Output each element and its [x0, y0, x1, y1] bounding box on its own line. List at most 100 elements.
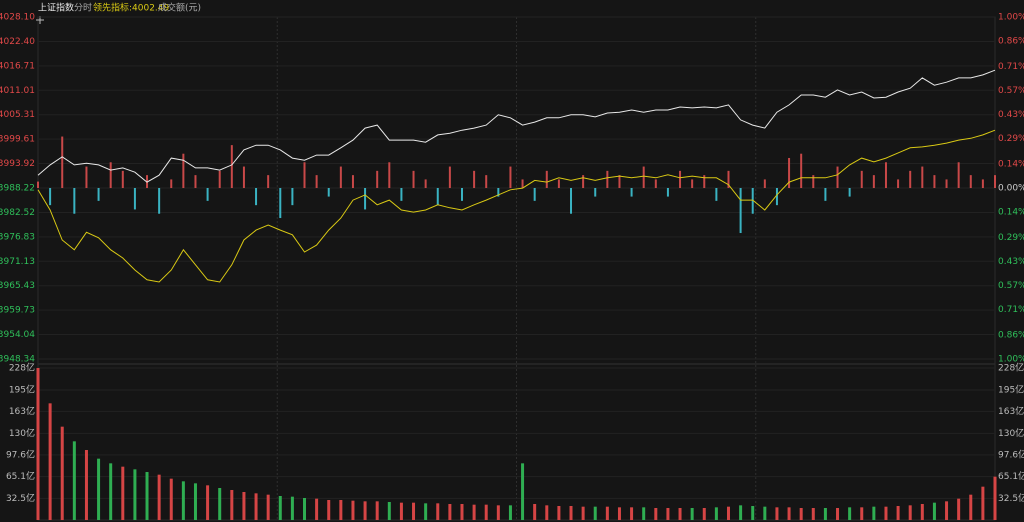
y-tick-label: 97.6亿 — [6, 448, 35, 460]
volume-bar — [690, 508, 694, 520]
strength-bar — [545, 170, 548, 188]
volume-bar — [654, 508, 658, 520]
y-tick-label: 3965.43 — [0, 281, 35, 291]
volume-bar — [242, 492, 246, 520]
strength-bar — [61, 136, 64, 188]
strength-bar — [279, 188, 282, 219]
strength-bar — [800, 153, 803, 188]
volume-bar — [133, 469, 137, 520]
volume-bar — [787, 507, 791, 520]
strength-bar — [860, 170, 863, 188]
strength-bar — [509, 166, 512, 188]
y-tick-label: 3976.83 — [0, 232, 35, 242]
price-line — [37, 129, 996, 283]
y2-tick-label: 0.71% — [998, 62, 1024, 72]
volume-bar — [181, 481, 185, 520]
volume-bar — [436, 503, 440, 520]
volume-bar — [412, 502, 416, 520]
index-name: 上证指数 — [38, 2, 74, 14]
volume-bar — [533, 504, 537, 520]
strength-bar — [606, 170, 609, 188]
y-tick-label: 228亿 — [9, 362, 35, 374]
volume-title: 成交额(元) — [158, 2, 201, 14]
volume-bar — [303, 498, 307, 520]
strength-bar — [969, 175, 972, 188]
strength-bar — [945, 179, 948, 188]
volume-bar — [569, 506, 573, 520]
strength-bar — [848, 188, 851, 197]
strength-bar — [642, 166, 645, 188]
y-tick-label: 130亿 — [9, 427, 35, 439]
strength-bar — [303, 162, 306, 188]
volume-bar — [617, 507, 621, 520]
volume-bar — [908, 505, 912, 520]
strength-bar — [412, 170, 415, 188]
y2-tick-label: 0.00% — [998, 184, 1024, 194]
y2-tick-label: 0.71% — [998, 305, 1024, 315]
strength-bar — [49, 188, 52, 206]
strength-bar — [570, 188, 573, 214]
strength-bar — [242, 166, 245, 188]
y-tick-label: 65.1亿 — [6, 470, 35, 482]
y2-tick-label: 65.1亿 — [998, 470, 1024, 482]
strength-bar — [727, 170, 730, 188]
volume-bar — [884, 506, 888, 520]
y2-tick-label: 0.43% — [998, 110, 1024, 120]
volume-bar — [496, 505, 500, 520]
y2-tick-label: 228亿 — [998, 362, 1024, 374]
volume-bar — [630, 507, 634, 520]
volume-bar — [315, 498, 319, 520]
strength-bar — [206, 188, 209, 201]
strength-bar — [448, 166, 451, 188]
volume-bar — [206, 485, 210, 520]
y-tick-label: 32.5亿 — [6, 492, 35, 504]
strength-bar — [884, 162, 887, 188]
volume-bar — [775, 507, 779, 520]
strength-bar — [436, 188, 439, 206]
volume-bar — [557, 506, 561, 520]
volume-bar — [993, 476, 997, 520]
volume-bar — [848, 507, 852, 520]
strength-bar — [182, 153, 185, 188]
strength-bar — [933, 175, 936, 188]
strength-bar — [533, 188, 536, 201]
volume-bar — [145, 472, 149, 520]
strength-bar — [388, 162, 391, 188]
y2-tick-label: 0.57% — [998, 86, 1024, 96]
strength-bar — [521, 179, 524, 188]
volume-bar — [339, 500, 343, 520]
strength-bar — [339, 166, 342, 188]
y-tick-label: 4011.01 — [0, 86, 35, 96]
y2-tick-label: 0.86% — [998, 331, 1024, 341]
strength-bar — [497, 188, 500, 197]
volume-bar — [290, 496, 294, 520]
y2-tick-label: 0.86% — [998, 36, 1024, 46]
strength-bar — [691, 179, 694, 188]
strength-bar — [763, 179, 766, 188]
strength-bar — [133, 188, 136, 210]
volume-bar — [351, 500, 355, 520]
strength-bar — [715, 188, 718, 201]
volume-bar — [218, 488, 222, 520]
indicator-label: 领先指标:4002.49 — [93, 2, 170, 14]
strength-bar — [424, 179, 427, 188]
volume-bar — [981, 486, 985, 520]
volume-bar — [193, 483, 197, 520]
y-tick-label: 3999.61 — [0, 135, 35, 145]
volume-bar — [387, 502, 391, 520]
strength-bar — [460, 188, 463, 201]
volume-bar — [399, 502, 403, 520]
volume-bar — [484, 504, 488, 520]
strength-bar — [327, 188, 330, 197]
volume-bar — [157, 474, 161, 520]
strength-bar — [267, 175, 270, 188]
strength-bar — [557, 179, 560, 188]
volume-bar — [872, 506, 876, 520]
volume-bar — [327, 500, 331, 520]
volume-bar — [714, 507, 718, 520]
volume-bar — [97, 458, 101, 520]
y-tick-label: 3982.52 — [0, 208, 35, 218]
y-tick-label: 3971.13 — [0, 257, 35, 267]
strength-bar — [897, 179, 900, 188]
y2-tick-label: 32.5亿 — [998, 492, 1024, 504]
